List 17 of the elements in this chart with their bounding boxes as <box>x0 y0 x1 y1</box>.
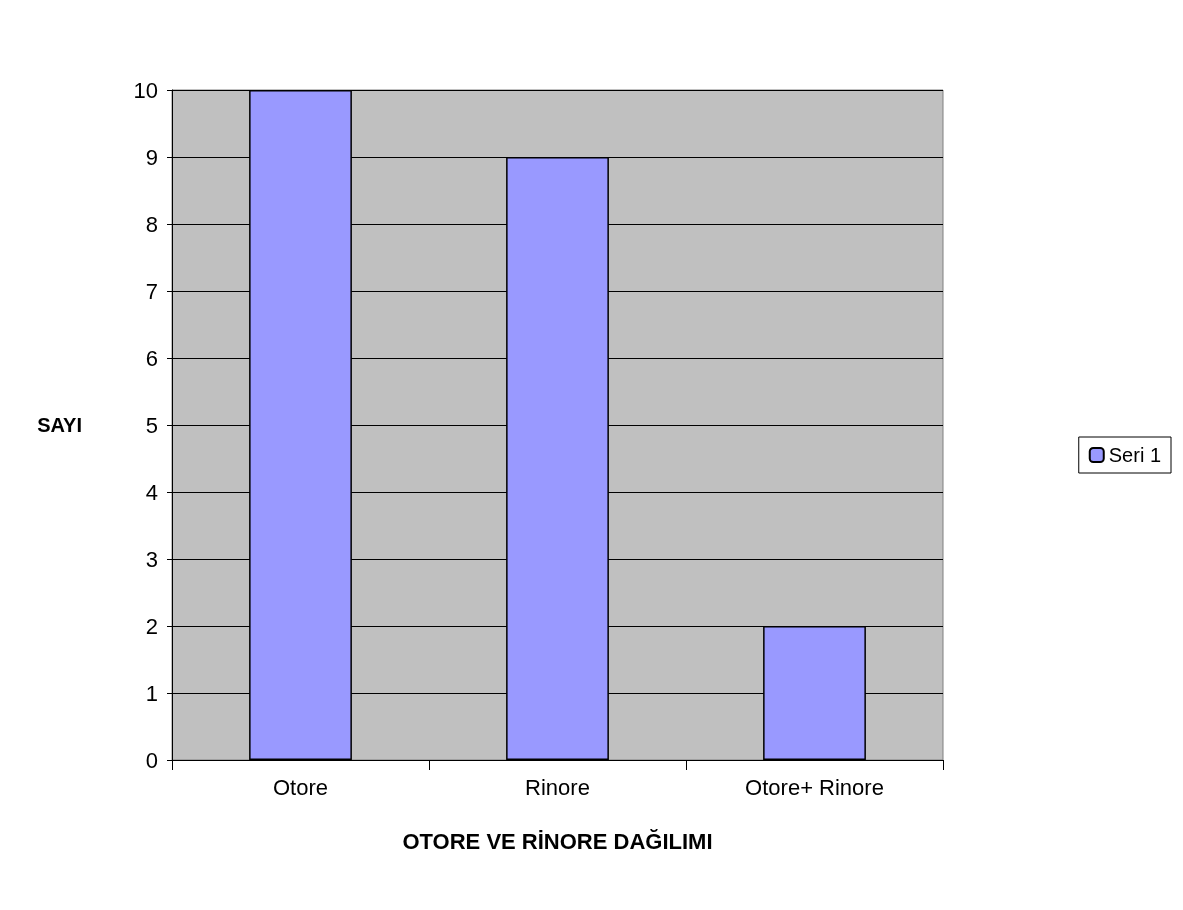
y-tick-label: 0 <box>145 747 158 773</box>
x-tick-label: Otore+ Rinore <box>745 774 884 800</box>
y-axis-title: SAYI <box>37 414 82 436</box>
x-axis-title: OTORE VE RİNORE DAĞILIMI <box>402 828 713 854</box>
y-tick-label: 1 <box>145 680 158 706</box>
y-tick-label: 8 <box>145 211 158 237</box>
y-tick-label: 5 <box>145 412 158 438</box>
legend-label: Seri 1 <box>1108 444 1161 466</box>
x-tick-label: Rinore <box>525 774 590 800</box>
y-tick-label: 10 <box>133 77 158 103</box>
y-tick-label: 2 <box>145 613 158 639</box>
y-tick-label: 3 <box>145 546 158 572</box>
y-tick-label: 7 <box>145 278 158 304</box>
x-tick-label: Otore <box>272 774 329 800</box>
y-tick-label: 9 <box>145 144 158 170</box>
y-tick-label: 6 <box>145 345 158 371</box>
y-tick-label: 4 <box>145 479 158 505</box>
